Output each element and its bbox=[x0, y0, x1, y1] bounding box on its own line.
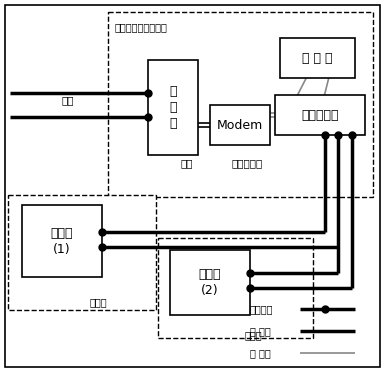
Text: 交换机
(1): 交换机 (1) bbox=[51, 227, 73, 255]
Bar bbox=[275, 95, 365, 135]
Text: 行政楼: 行政楼 bbox=[90, 297, 108, 307]
Text: 厂电: 厂电 bbox=[62, 95, 74, 105]
Text: Modem: Modem bbox=[217, 119, 263, 132]
Text: 专用数据线: 专用数据线 bbox=[231, 158, 263, 168]
Text: 数学楼: 数学楼 bbox=[245, 330, 263, 340]
Bar bbox=[170, 250, 250, 315]
Bar bbox=[210, 105, 270, 145]
Bar bbox=[8, 195, 156, 310]
Bar bbox=[148, 60, 198, 155]
Text: 滴接点：: 滴接点： bbox=[250, 304, 274, 314]
Bar bbox=[22, 205, 102, 277]
Text: 中心交换机: 中心交换机 bbox=[301, 108, 339, 122]
Text: 路 由 器: 路 由 器 bbox=[302, 52, 333, 64]
Bar bbox=[108, 12, 373, 197]
Bar bbox=[280, 38, 355, 78]
Text: 科学馆大楼中心机房: 科学馆大楼中心机房 bbox=[115, 22, 168, 32]
Bar bbox=[158, 238, 313, 338]
Text: 光
端
机: 光 端 机 bbox=[169, 85, 177, 130]
Text: 交换机
(2): 交换机 (2) bbox=[199, 268, 221, 297]
Text: 尾 纤：: 尾 纤： bbox=[250, 348, 271, 358]
Text: 光 缆：: 光 缆： bbox=[250, 326, 271, 336]
Text: 细缆: 细缆 bbox=[181, 158, 193, 168]
